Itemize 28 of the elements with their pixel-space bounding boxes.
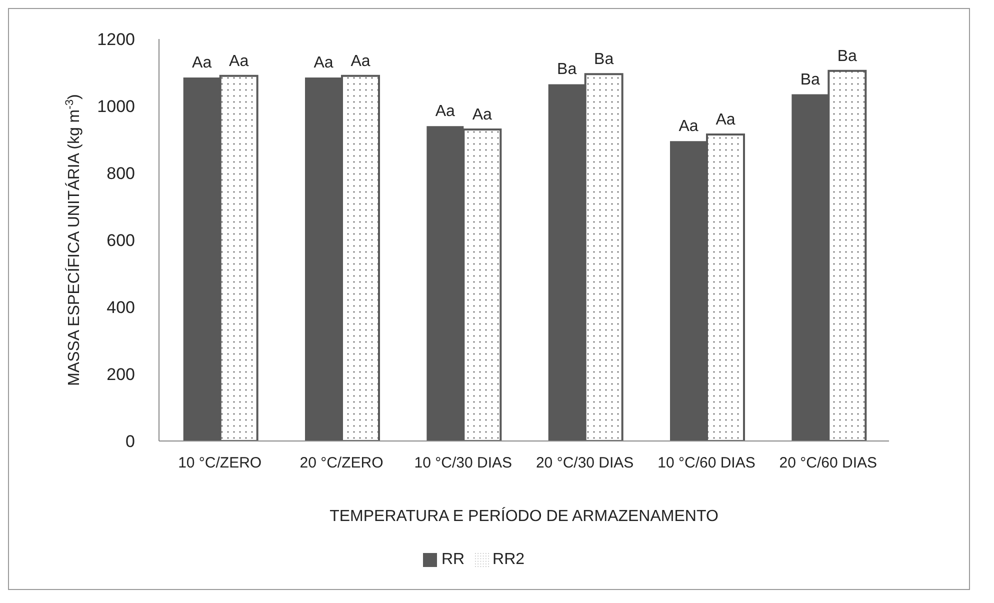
data-label: Aa bbox=[472, 106, 492, 124]
data-label: Ba bbox=[594, 51, 614, 68]
legend-label: RR2 bbox=[492, 551, 525, 568]
x-tick-label: 20 °C/ZERO bbox=[300, 454, 384, 472]
data-label: Aa bbox=[678, 118, 698, 136]
data-label: Aa bbox=[435, 103, 456, 120]
x-tick-label: 20 °C/30 DIAS bbox=[536, 454, 634, 472]
x-axis-title: TEMPERATURA E PERÍODO DE ARMAZENAMENTO bbox=[330, 507, 718, 525]
legend-label: RR bbox=[441, 551, 465, 568]
y-tick-label: 800 bbox=[106, 164, 135, 184]
data-label: Ba bbox=[557, 61, 577, 78]
y-tick-label: 600 bbox=[106, 231, 135, 250]
y-tick-label: 0 bbox=[126, 432, 135, 452]
x-tick-label: 10 °C/60 DIAS bbox=[658, 454, 756, 472]
data-label: Aa bbox=[229, 52, 249, 70]
y-tick-label: 1200 bbox=[97, 30, 135, 50]
x-tick-label: 20 °C/60 DIAS bbox=[779, 454, 878, 472]
data-label: Aa bbox=[314, 54, 334, 72]
y-tick-label: 200 bbox=[106, 365, 135, 384]
data-label: Ba bbox=[837, 48, 858, 65]
data-label: Aa bbox=[350, 52, 370, 70]
x-tick-label: 10 °C/ZERO bbox=[178, 454, 262, 472]
data-label: Ba bbox=[800, 71, 820, 88]
y-tick-label: 1000 bbox=[97, 97, 135, 116]
y-tick-label: 400 bbox=[106, 298, 135, 318]
data-label: Aa bbox=[716, 111, 736, 128]
data-label: Aa bbox=[192, 54, 212, 72]
x-tick-label: 10 °C/30 DIAS bbox=[414, 454, 512, 472]
